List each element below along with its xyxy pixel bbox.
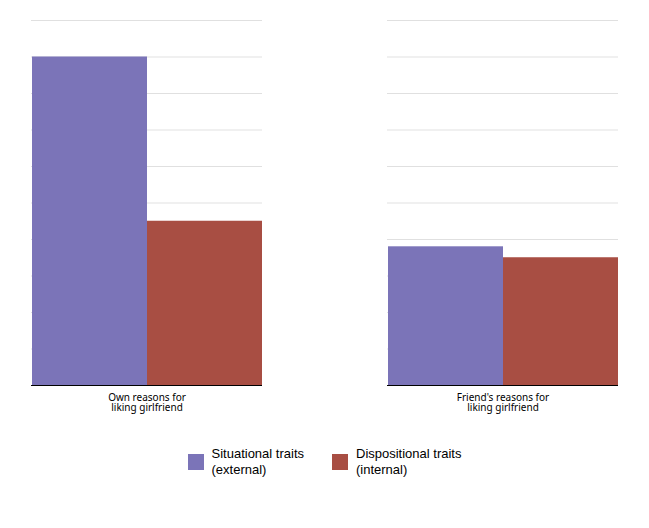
svg-text:Own reasons forliking girlfrie: Own reasons forliking girlfriend bbox=[108, 390, 186, 414]
svg-text:Friend's reasons forliking gir: Friend's reasons forliking girlfriend bbox=[457, 390, 549, 414]
html-text:Situational traits (external): Situational traits (external) bbox=[211, 446, 304, 477]
html-text:Dispositional traits (internal: Dispositional traits (internal) bbox=[356, 446, 462, 477]
